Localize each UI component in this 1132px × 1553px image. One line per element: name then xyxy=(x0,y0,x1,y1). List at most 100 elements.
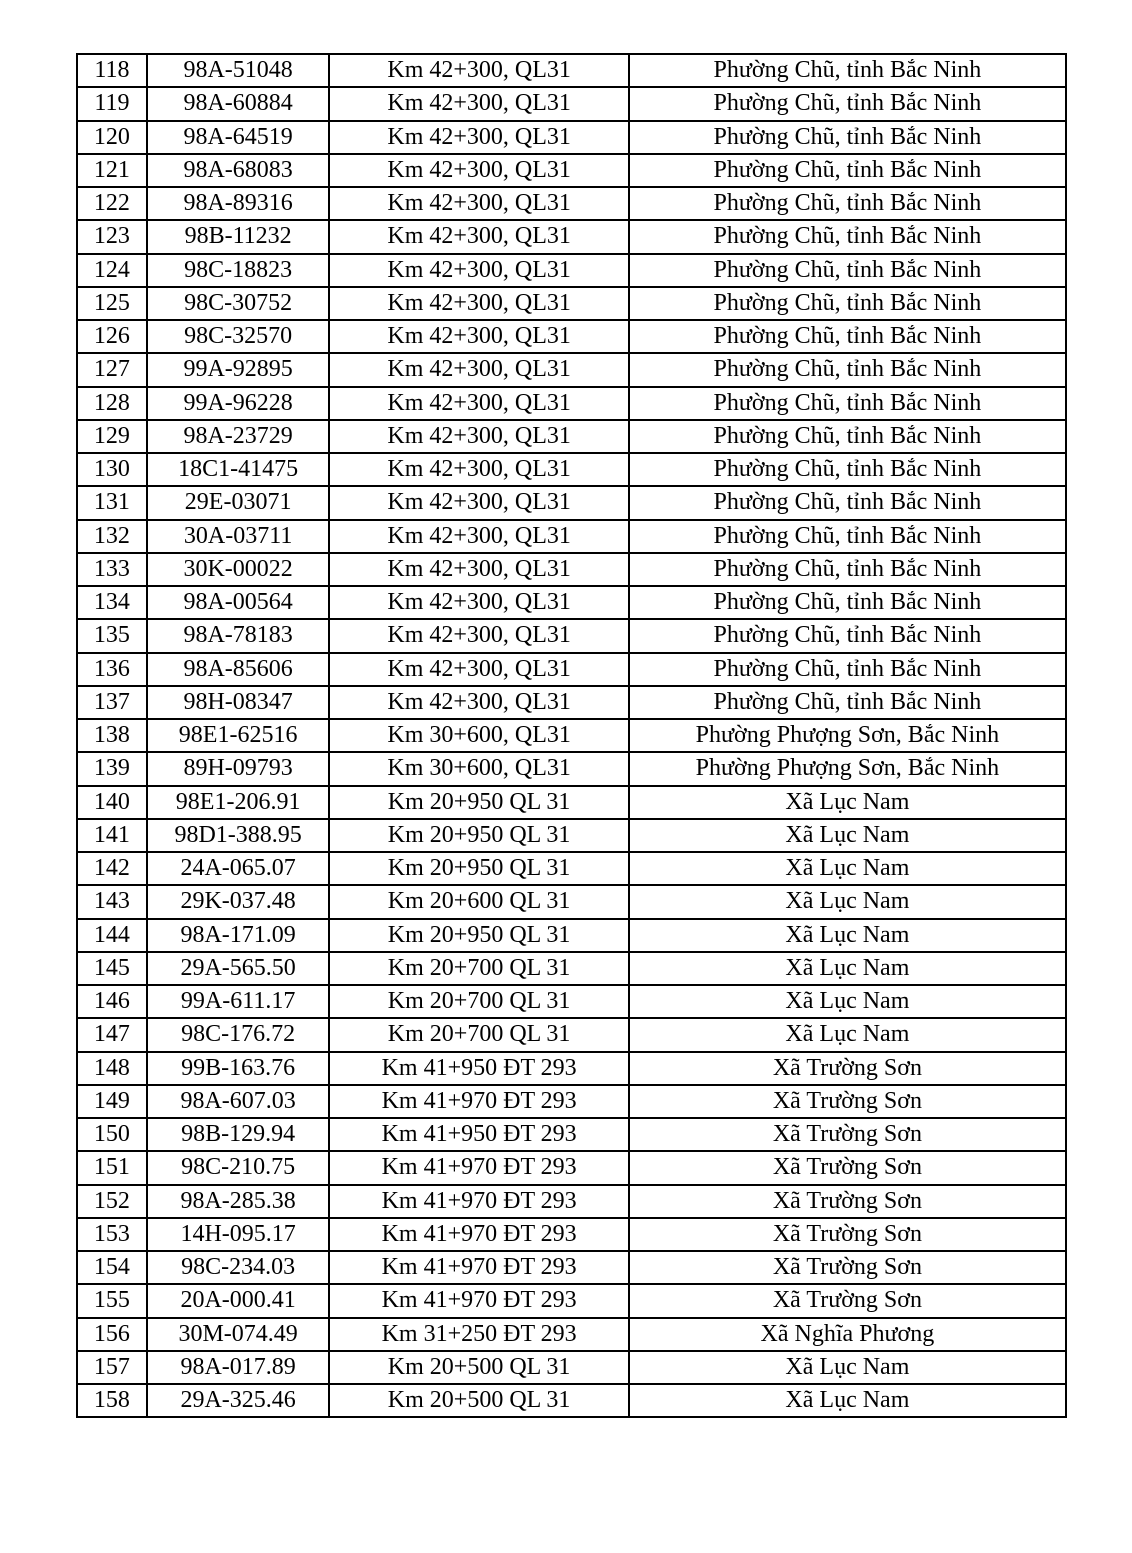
row-number-cell: 131 xyxy=(76,485,148,521)
license-plate-cell: 30K-00022 xyxy=(145,551,331,588)
license-plate-cell: 14H-095.17 xyxy=(145,1216,331,1253)
table-body: 118 98A-51048 Km 42+300, QL31 Phường Chũ, t… xyxy=(76,52,1068,1419)
table-row: 125 98C-30752 Km 42+300, QL31 Phường Chũ, t… xyxy=(76,285,1068,322)
table-row: 147 98C-176.72 Km 20+700 QL 31 Xã Lục Nam xyxy=(76,1017,1068,1053)
table-row: 144 98A-171.09 Km 20+950 QL 31 Xã Lục Nam xyxy=(76,917,1068,953)
location-cell: Km 42+300, QL31 xyxy=(328,285,630,322)
table-row: 131 29E-03071 Km 42+300, QL31 Phường Chũ, t… xyxy=(76,485,1068,521)
row-number-cell: 127 xyxy=(76,352,148,388)
location-cell: Km 42+300, QL31 xyxy=(328,485,630,521)
locality-cell: Xã Lục Nam xyxy=(627,850,1068,887)
table-row: 122 98A-89316 Km 42+300, QL31 Phường Chũ, t… xyxy=(76,185,1068,222)
locality-cell: Phường Chũ, tỉnh Bắc Ninh xyxy=(627,252,1068,288)
location-cell: Km 41+970 ĐT 293 xyxy=(328,1249,630,1286)
license-plate-cell: 98A-89316 xyxy=(145,185,331,222)
location-cell: Km 42+300, QL31 xyxy=(328,219,630,255)
license-plate-cell: 98A-00564 xyxy=(145,584,331,621)
location-cell: Km 42+300, QL31 xyxy=(328,651,630,687)
location-cell: Km 41+950 ĐT 293 xyxy=(328,1050,630,1086)
row-number-cell: 128 xyxy=(76,385,148,421)
location-cell: Km 20+700 QL 31 xyxy=(328,983,630,1020)
locality-cell: Xã Lục Nam xyxy=(627,950,1068,987)
locality-cell: Phường Chũ, tỉnh Bắc Ninh xyxy=(627,418,1068,455)
location-cell: Km 42+300, QL31 xyxy=(328,318,630,355)
row-number-cell: 149 xyxy=(76,1083,148,1120)
locality-cell: Phường Chũ, tỉnh Bắc Ninh xyxy=(627,86,1068,122)
license-plate-cell: 98C-30752 xyxy=(145,285,331,322)
row-number-cell: 134 xyxy=(76,584,148,621)
row-number-cell: 135 xyxy=(76,618,148,654)
location-cell: Km 41+970 ĐT 293 xyxy=(328,1150,630,1186)
locality-cell: Phường Chũ, tỉnh Bắc Ninh xyxy=(627,451,1068,488)
table-row: 130 18C1-41475 Km 42+300, QL31 Phường Chũ, … xyxy=(76,451,1068,488)
license-plate-cell: 99A-96228 xyxy=(145,385,331,421)
locality-cell: Xã Lục Nam xyxy=(627,884,1068,920)
table-row: 155 20A-000.41 Km 41+970 ĐT 293 Xã Trường S… xyxy=(76,1283,1068,1319)
table-row: 129 98A-23729 Km 42+300, QL31 Phường Chũ, t… xyxy=(76,418,1068,455)
row-number-cell: 122 xyxy=(76,185,148,222)
locality-cell: Xã Trường Sơn xyxy=(627,1116,1068,1153)
locality-cell: Phường Chũ, tỉnh Bắc Ninh xyxy=(627,285,1068,322)
locality-cell: Xã Lục Nam xyxy=(627,917,1068,953)
locality-cell: Phường Chũ, tỉnh Bắc Ninh xyxy=(627,318,1068,355)
table-row: 151 98C-210.75 Km 41+970 ĐT 293 Xã Trường S… xyxy=(76,1150,1068,1186)
row-number-cell: 123 xyxy=(76,219,148,255)
location-cell: Km 41+970 ĐT 293 xyxy=(328,1083,630,1120)
row-number-cell: 146 xyxy=(76,983,148,1020)
locality-cell: Phường Chũ, tỉnh Bắc Ninh xyxy=(627,518,1068,554)
locality-cell: Xã Trường Sơn xyxy=(627,1216,1068,1253)
location-cell: Km 30+600, QL31 xyxy=(328,717,630,754)
locality-cell: Phường Chũ, tỉnh Bắc Ninh xyxy=(627,651,1068,687)
locality-cell: Phường Chũ, tỉnh Bắc Ninh xyxy=(627,618,1068,654)
location-cell: Km 42+300, QL31 xyxy=(328,185,630,222)
locality-cell: Phường Phượng Sơn, Bắc Ninh xyxy=(627,751,1068,787)
license-plate-cell: 29K-037.48 xyxy=(145,884,331,920)
location-cell: Km 42+300, QL31 xyxy=(328,584,630,621)
license-plate-cell: 98C-210.75 xyxy=(145,1150,331,1186)
license-plate-cell: 98A-171.09 xyxy=(145,917,331,953)
locality-cell: Xã Trường Sơn xyxy=(627,1050,1068,1086)
locality-cell: Phường Chũ, tỉnh Bắc Ninh xyxy=(627,584,1068,621)
location-cell: Km 41+970 ĐT 293 xyxy=(328,1216,630,1253)
locality-cell: Xã Trường Sơn xyxy=(627,1083,1068,1120)
locality-cell: Phường Chũ, tỉnh Bắc Ninh xyxy=(627,551,1068,588)
table-row: 133 30K-00022 Km 42+300, QL31 Phường Chũ, t… xyxy=(76,551,1068,588)
license-plate-cell: 98C-18823 xyxy=(145,252,331,288)
license-plate-cell: 99B-163.76 xyxy=(145,1050,331,1086)
license-plate-cell: 98H-08347 xyxy=(145,684,331,721)
location-cell: Km 20+600 QL 31 xyxy=(328,884,630,920)
row-number-cell: 130 xyxy=(76,451,148,488)
license-plate-cell: 98A-78183 xyxy=(145,618,331,654)
row-number-cell: 124 xyxy=(76,252,148,288)
location-cell: Km 42+300, QL31 xyxy=(328,451,630,488)
locality-cell: Xã Lục Nam xyxy=(627,784,1068,820)
table-row: 128 99A-96228 Km 42+300, QL31 Phường Chũ, t… xyxy=(76,385,1068,421)
location-cell: Km 20+700 QL 31 xyxy=(328,950,630,987)
locality-cell: Phường Chũ, tỉnh Bắc Ninh xyxy=(627,119,1068,155)
license-plate-cell: 98A-51048 xyxy=(145,52,331,89)
table-row: 152 98A-285.38 Km 41+970 ĐT 293 Xã Trường S… xyxy=(76,1183,1068,1219)
location-cell: Km 20+500 QL 31 xyxy=(328,1349,630,1386)
location-cell: Km 20+950 QL 31 xyxy=(328,817,630,854)
row-number-cell: 139 xyxy=(76,751,148,787)
license-plate-cell: 24A-065.07 xyxy=(145,850,331,887)
location-cell: Km 42+300, QL31 xyxy=(328,518,630,554)
license-plate-cell: 98C-234.03 xyxy=(145,1249,331,1286)
locality-cell: Phường Chũ, tỉnh Bắc Ninh xyxy=(627,385,1068,421)
locality-cell: Xã Trường Sơn xyxy=(627,1183,1068,1219)
table-row: 127 99A-92895 Km 42+300, QL31 Phường Chũ, t… xyxy=(76,352,1068,388)
row-number-cell: 153 xyxy=(76,1216,148,1253)
row-number-cell: 152 xyxy=(76,1183,148,1219)
license-plate-cell: 98E1-206.91 xyxy=(145,784,331,820)
locality-cell: Xã Nghĩa Phương xyxy=(627,1316,1068,1352)
locality-cell: Phường Chũ, tỉnh Bắc Ninh xyxy=(627,485,1068,521)
table-row: 145 29A-565.50 Km 20+700 QL 31 Xã Lục Nam xyxy=(76,950,1068,987)
violations-table: 118 98A-51048 Km 42+300, QL31 Phường Chũ, t… xyxy=(76,52,1068,1419)
locality-cell: Phường Chũ, tỉnh Bắc Ninh xyxy=(627,219,1068,255)
license-plate-cell: 98A-64519 xyxy=(145,119,331,155)
row-number-cell: 138 xyxy=(76,717,148,754)
license-plate-cell: 99A-92895 xyxy=(145,352,331,388)
row-number-cell: 137 xyxy=(76,684,148,721)
row-number-cell: 157 xyxy=(76,1349,148,1386)
row-number-cell: 132 xyxy=(76,518,148,554)
